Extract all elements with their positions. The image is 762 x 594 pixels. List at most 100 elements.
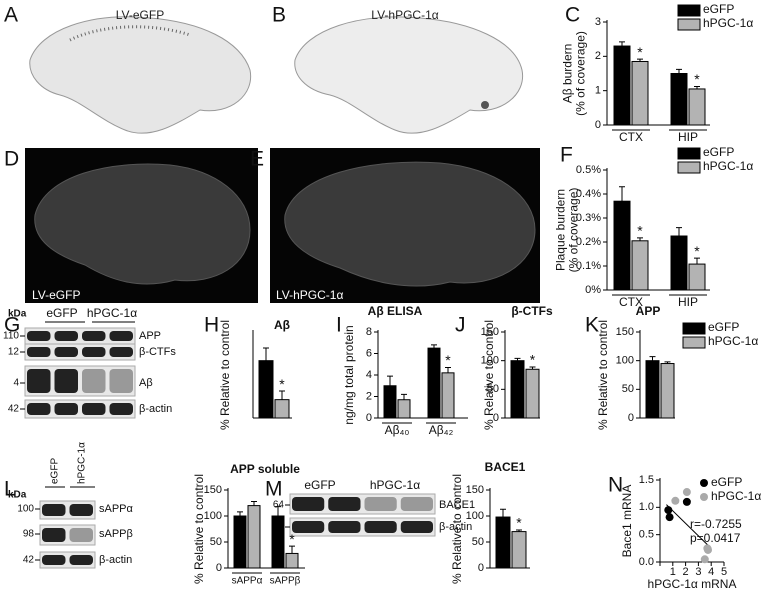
image-label: LV-eGFP bbox=[32, 288, 80, 302]
y-axis-label: Bace1 mRNA bbox=[620, 485, 634, 558]
y-tick-label: 0.5% bbox=[576, 164, 601, 176]
y-tick-label: 50 bbox=[210, 536, 222, 548]
significance: * bbox=[279, 376, 285, 392]
y-axis-label: % Relative to control bbox=[450, 474, 464, 584]
point bbox=[682, 488, 691, 497]
panel-letter: C bbox=[565, 4, 580, 27]
point bbox=[665, 513, 674, 522]
error-bar bbox=[694, 86, 700, 89]
blot-group-label: eGFP bbox=[304, 478, 335, 492]
kda-marker: 64 bbox=[273, 500, 285, 511]
bar bbox=[631, 240, 649, 291]
blot-band bbox=[54, 369, 78, 393]
y-tick-label: 50 bbox=[622, 383, 634, 395]
error-bar bbox=[263, 347, 269, 361]
y-tick-label: 0.1% bbox=[576, 260, 601, 272]
x-tick-label: HIP bbox=[678, 130, 698, 144]
bar bbox=[383, 385, 397, 419]
panel-letter: H bbox=[204, 314, 219, 337]
blot-band bbox=[54, 403, 78, 415]
y-tick-label: 4 bbox=[366, 369, 372, 381]
blot-band bbox=[400, 497, 433, 511]
y-tick-label: 0.3% bbox=[576, 212, 601, 224]
panel-letter: D bbox=[4, 148, 19, 171]
kda-marker: 42 bbox=[8, 404, 20, 415]
blot-band bbox=[27, 331, 51, 341]
blot-band bbox=[42, 528, 66, 542]
y-tick-label: 0.2% bbox=[576, 236, 601, 248]
blot-band bbox=[54, 331, 78, 341]
y-tick-label: 1.0 bbox=[639, 501, 654, 513]
bar bbox=[688, 263, 706, 291]
error-bar bbox=[251, 500, 257, 506]
generated: A LV-eGFP B LV-hPGC-1α D LV-eGFP E LV-hPGC-1α Gk… bbox=[3, 2, 761, 591]
y-axis-label: (% of coverage) bbox=[574, 31, 588, 116]
blot-band bbox=[69, 528, 93, 542]
bar bbox=[670, 235, 688, 291]
y-tick-label: 0.0 bbox=[639, 556, 654, 568]
bar bbox=[613, 200, 631, 291]
blot-band bbox=[109, 331, 133, 341]
blot-band bbox=[27, 369, 51, 393]
panel-letter: A bbox=[4, 4, 18, 27]
annotation: p=0.0417 bbox=[690, 531, 741, 545]
bar bbox=[645, 360, 660, 419]
significance: * bbox=[530, 352, 536, 368]
blot-group-label: eGFP bbox=[50, 458, 61, 484]
bar bbox=[274, 399, 290, 419]
error-bar bbox=[637, 237, 643, 241]
bar bbox=[233, 515, 247, 569]
legend-swatch bbox=[700, 479, 708, 487]
y-axis-label: (% of coverage) bbox=[567, 188, 581, 273]
y-tick-label: 1.5 bbox=[639, 474, 654, 486]
kda-label: kDa bbox=[8, 490, 27, 501]
point bbox=[664, 506, 673, 515]
bar bbox=[510, 360, 525, 419]
significance: * bbox=[637, 223, 643, 239]
kda-label: kDa bbox=[8, 309, 27, 320]
error-bar bbox=[516, 529, 522, 532]
legend-label: hPGC-1α bbox=[708, 334, 758, 348]
y-axis-label: Aβ burdern bbox=[561, 44, 575, 104]
blot-group-label: hPGC-1α bbox=[87, 306, 137, 320]
bar bbox=[660, 363, 675, 419]
blot-group-label: eGFP bbox=[46, 306, 77, 320]
significance: * bbox=[694, 243, 700, 259]
kda-marker: 4 bbox=[13, 378, 19, 389]
significance: * bbox=[694, 71, 700, 87]
blot-band bbox=[69, 555, 93, 565]
panel-letter: G bbox=[4, 314, 20, 337]
band-label: BACE1 bbox=[439, 499, 475, 511]
band-label: β-CTFs bbox=[139, 346, 176, 358]
image-label: LV-hPGC-1α bbox=[276, 288, 343, 302]
y-tick-label: 100 bbox=[466, 510, 484, 522]
y-tick-label: 8 bbox=[366, 326, 372, 338]
bar bbox=[427, 347, 441, 419]
error-bar bbox=[664, 361, 671, 364]
legend-label: eGFP bbox=[708, 320, 739, 334]
blot-band bbox=[42, 555, 66, 565]
y-tick-label: 2 bbox=[595, 50, 601, 62]
image-label: LV-eGFP bbox=[116, 8, 164, 22]
y-tick-label: 50 bbox=[472, 536, 484, 548]
significance: * bbox=[445, 352, 451, 368]
bar bbox=[285, 552, 299, 569]
y-tick-label: 0 bbox=[216, 562, 222, 574]
error-bar bbox=[279, 390, 285, 400]
y-tick-label: 0.4% bbox=[576, 188, 601, 200]
chart-title: Aβ bbox=[274, 318, 290, 332]
error-bar bbox=[676, 227, 682, 236]
panel-letter: K bbox=[585, 314, 599, 337]
error-bar bbox=[676, 68, 682, 74]
band-label: β-actin bbox=[139, 403, 172, 415]
blot-band bbox=[27, 403, 51, 415]
y-tick-label: 0 bbox=[366, 412, 372, 424]
y-tick-label: 100 bbox=[204, 510, 222, 522]
legend-label: eGFP bbox=[703, 145, 734, 159]
significance: * bbox=[289, 531, 295, 547]
error-bar bbox=[387, 375, 393, 386]
y-tick-label: 0 bbox=[595, 119, 601, 131]
band-label: sAPPβ bbox=[99, 528, 133, 540]
y-tick-label: 0% bbox=[585, 284, 601, 296]
